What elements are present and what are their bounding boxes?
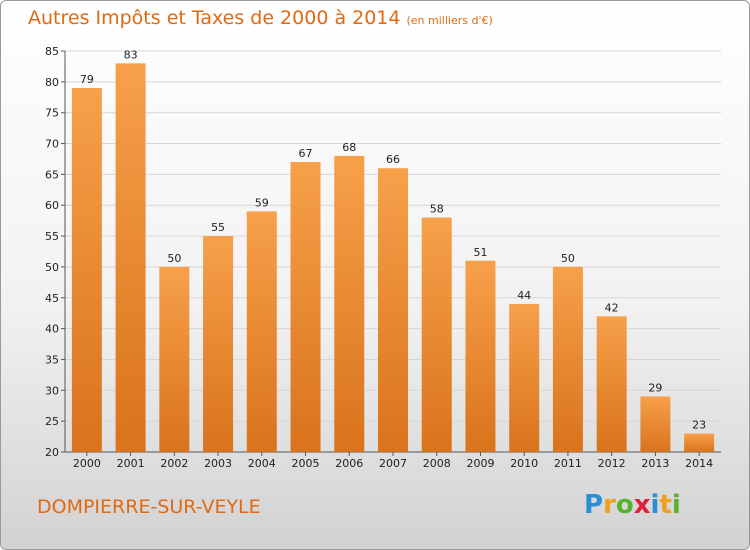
y-tick-label: 85 [45,45,59,58]
y-tick-label: 40 [45,323,59,336]
y-tick-label: 70 [45,138,59,151]
bar-2011 [552,266,583,452]
y-tick-label: 60 [45,199,59,212]
value-label-2013: 29 [648,381,662,394]
value-label-2006: 68 [342,141,356,154]
bar-2010 [509,303,540,452]
logo-letter: t [659,490,672,520]
x-tick-label-2001: 2001 [117,457,145,470]
x-tick-label-2002: 2002 [160,457,188,470]
value-label-2011: 50 [561,252,575,265]
labels: 20 25 30 35 40 45 50 55 60 65 70 75 80 85 79 2000 83 2001… [45,45,713,470]
y-tick-label: 30 [45,384,59,397]
value-label-2000: 79 [80,73,94,86]
x-tick-label-2013: 2013 [641,457,669,470]
bar-2002 [159,266,190,452]
value-label-2004: 59 [255,196,269,209]
x-tick-label-2012: 2012 [598,457,626,470]
value-label-2003: 55 [211,221,225,234]
x-tick-label-2005: 2005 [292,457,320,470]
value-label-2010: 44 [517,289,531,302]
value-label-2001: 83 [124,48,138,61]
y-tick-label: 75 [45,107,59,120]
value-label-2007: 66 [386,153,400,166]
proxiti-logo: Proxiti [584,490,681,520]
value-label-2002: 50 [167,252,181,265]
x-tick-label-2009: 2009 [466,457,494,470]
logo-letter: P [584,490,604,520]
x-tick-label-2014: 2014 [685,457,713,470]
commune-name: DOMPIERRE-SUR-VEYLE [37,496,261,518]
y-tick-label: 25 [45,415,59,428]
x-tick-label-2003: 2003 [204,457,232,470]
bar-2012 [596,316,627,452]
bar-2009 [465,260,496,452]
bar-2006 [334,155,365,452]
x-tick-label-2011: 2011 [554,457,582,470]
y-tick-label: 50 [45,261,59,274]
logo-letter: x [633,490,651,520]
bar-2014 [684,433,715,452]
value-label-2005: 67 [299,147,313,160]
bar-2008 [421,217,452,452]
y-tick-label: 55 [45,230,59,243]
value-label-2012: 42 [605,301,619,314]
chart-title-text: Autres Impôts et Taxes de 2000 à 2014 [28,7,401,29]
x-tick-label-2007: 2007 [379,457,407,470]
x-tick-label-2004: 2004 [248,457,276,470]
value-label-2008: 58 [430,203,444,216]
bar-2005 [290,162,321,453]
bar-2000 [71,88,102,452]
chart-subtitle: (en milliers d'€) [406,14,493,27]
y-tick-label: 35 [45,353,59,366]
bar-2007 [378,168,408,452]
logo-letter: i [650,490,660,520]
logo-letter: o [615,490,634,520]
bar-2004 [246,211,277,452]
y-tick-label: 20 [45,446,59,459]
bars [71,63,715,453]
bar-2001 [115,63,146,452]
value-label-2009: 51 [473,246,487,259]
x-tick-label-2010: 2010 [510,457,538,470]
bar-2013 [640,396,671,452]
x-tick-label-2006: 2006 [335,457,363,470]
x-tick-label-2008: 2008 [423,457,451,470]
logo-letter: i [671,490,681,520]
value-label-2014: 23 [692,418,706,431]
y-tick-label: 80 [45,76,59,89]
logo-letter: r [603,490,616,520]
y-tick-label: 45 [45,292,59,305]
y-tick-label: 65 [45,168,59,181]
x-tick-label-2000: 2000 [73,457,101,470]
chart-title: Autres Impôts et Taxes de 2000 à 2014 (en… [28,7,493,29]
bar-2003 [203,236,234,452]
